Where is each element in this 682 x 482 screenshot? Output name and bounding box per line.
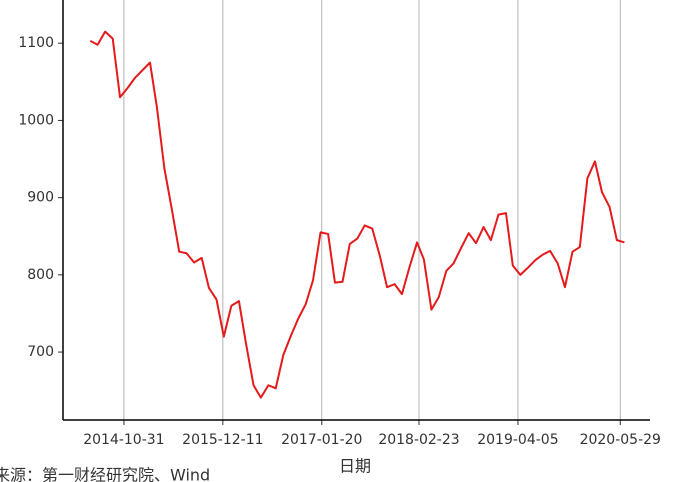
y-tick-label: 1100 [18, 35, 54, 51]
x-tick-label: 2018-02-23 [378, 432, 459, 448]
data-line [89, 30, 625, 399]
x-axis-label: 日期 [339, 457, 371, 476]
x-tick-label: 2017-01-20 [281, 432, 362, 448]
x-tick-label: 2019-04-05 [477, 432, 558, 448]
source-note: 来源：第一财经研究院、Wind [0, 466, 210, 482]
y-tick-label: 700 [27, 344, 54, 360]
y-tick-label: 1000 [18, 112, 54, 128]
y-tick-label: 800 [27, 267, 54, 283]
x-tick-label: 2020-05-29 [580, 432, 661, 448]
x-tick-label: 2015-12-11 [182, 432, 263, 448]
x-tick-label: 2014-10-31 [83, 432, 164, 448]
y-tick-label: 900 [27, 190, 54, 206]
